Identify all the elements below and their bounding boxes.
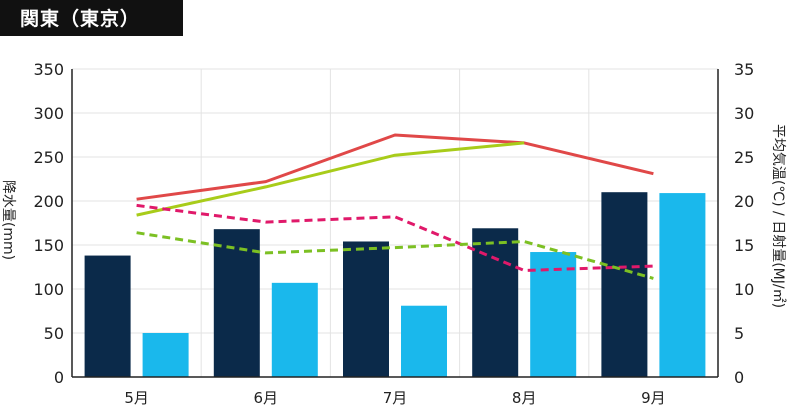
bar (530, 252, 577, 377)
y-tick-right: 5 (734, 324, 744, 343)
bar (142, 333, 189, 377)
y-tick-left: 250 (33, 148, 64, 167)
y-tick-right: 30 (734, 104, 754, 123)
x-tick-label: 5月 (124, 389, 149, 407)
series-line (136, 203, 654, 272)
y-tick-left: 300 (33, 104, 64, 123)
bar (401, 305, 447, 377)
series-line (136, 231, 654, 280)
tick-labels: 0 50 100 150 200 250 300 350 0 5 10 15 20 25 30 35 5月 6月 7… (33, 60, 754, 407)
x-tick-label: 8月 (512, 389, 537, 407)
x-tick-label: 7月 (383, 389, 408, 407)
y-tick-right: 15 (734, 236, 754, 255)
series-line (136, 133, 654, 201)
y-tick-left: 100 (33, 280, 64, 299)
bar (472, 228, 519, 377)
y-tick-right: 25 (734, 148, 754, 167)
bar (84, 255, 131, 377)
bar-series (84, 192, 706, 377)
y-tick-right: 0 (734, 368, 744, 387)
y-axis-label-left: 降水量(mm) (0, 180, 16, 260)
axes (71, 69, 719, 378)
y-tick-left: 0 (54, 368, 64, 387)
y-tick-left: 50 (44, 324, 64, 343)
bar (659, 193, 706, 377)
y-tick-left: 350 (33, 60, 64, 79)
x-tick-label: 9月 (641, 389, 666, 407)
bar (213, 229, 260, 377)
y-tick-left: 150 (33, 236, 64, 255)
bar (601, 192, 648, 377)
y-tick-right: 35 (734, 60, 754, 79)
y-tick-right: 10 (734, 280, 754, 299)
y-tick-right: 20 (734, 192, 754, 211)
chart-title: 関東（東京） (20, 8, 141, 30)
x-tick-label: 6月 (254, 389, 279, 407)
series-line (136, 141, 525, 217)
bar (343, 241, 389, 377)
chart-title-box: 関東（東京） (0, 0, 183, 36)
line-series (136, 133, 654, 280)
y-axis-label-right: 平均気温(℃) / 日射量(MJ/㎡) (770, 124, 786, 308)
bar (271, 282, 318, 377)
y-tick-left: 200 (33, 192, 64, 211)
